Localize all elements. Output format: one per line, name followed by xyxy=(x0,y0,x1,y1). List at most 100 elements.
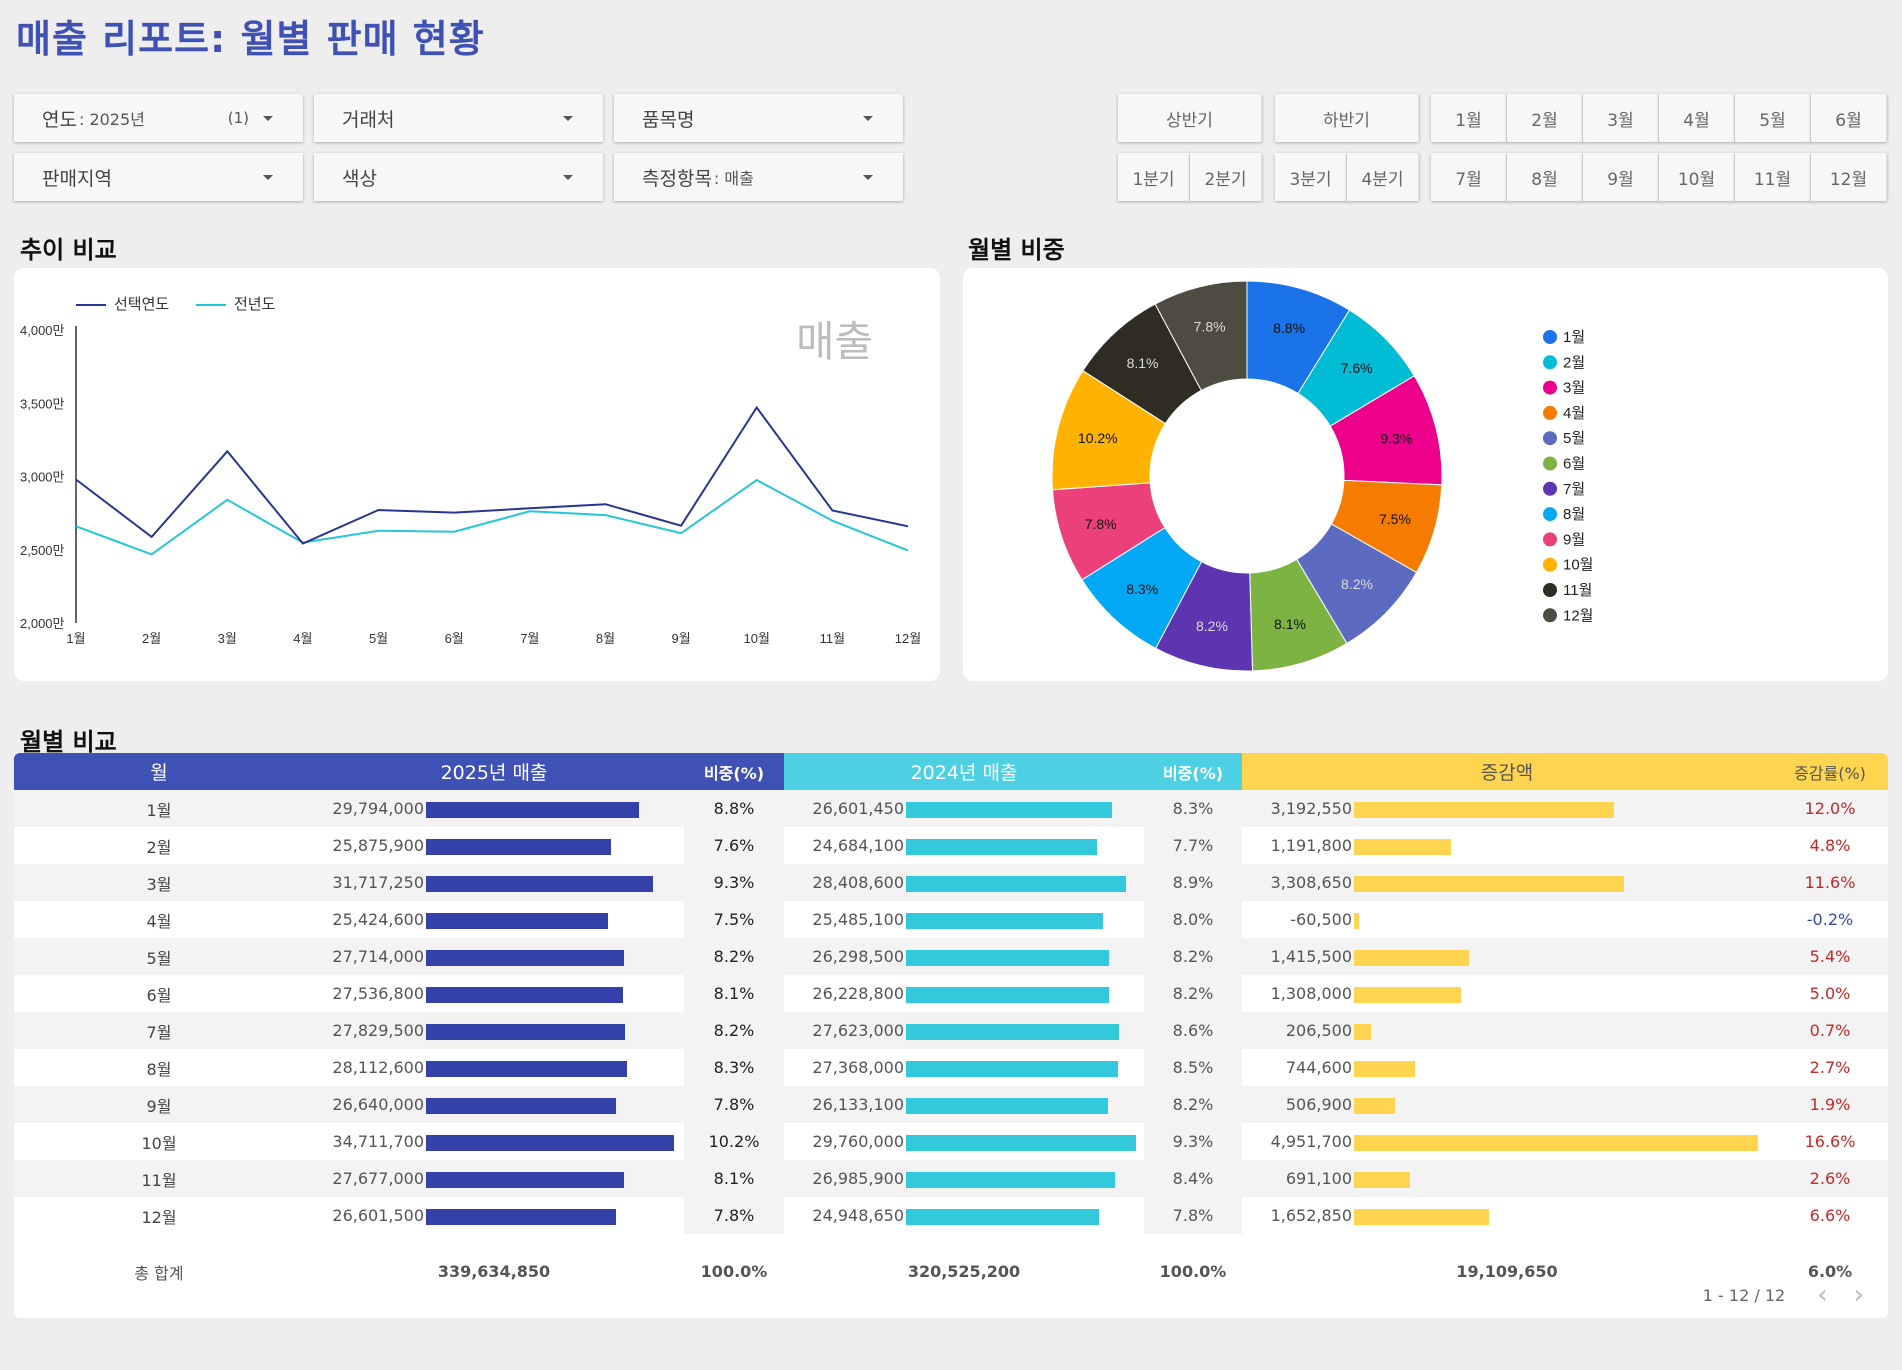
region-filter-label: 판매지역 xyxy=(42,167,112,190)
diff-bar xyxy=(1354,950,1469,966)
row-sales-2025: 26,601,500 xyxy=(332,1206,424,1225)
table-row[interactable]: 3월 31,717,250 9.3% 28,408,600 8.9% 3,308,650 1… xyxy=(14,864,1888,901)
legend-label[interactable]: 9월 xyxy=(1563,531,1585,548)
diff-bar xyxy=(1354,1172,1410,1188)
sales-2025-bar xyxy=(426,839,611,855)
legend-label[interactable]: 6월 xyxy=(1563,456,1585,473)
row-rate: 16.6% xyxy=(1804,1132,1856,1151)
table-row[interactable]: 11월 27,677,000 8.1% 26,985,900 8.4% 691,100 2.… xyxy=(14,1160,1888,1197)
legend-label[interactable]: 1월 xyxy=(1563,329,1585,346)
quarter-2-button[interactable]: 2분기 xyxy=(1190,153,1262,201)
header-sales-2025[interactable]: 2025년 매출 xyxy=(304,753,684,790)
legend-label[interactable]: 8월 xyxy=(1563,506,1585,523)
header-month[interactable]: 월 xyxy=(14,753,304,790)
row-rate: 5.4% xyxy=(1809,947,1851,966)
legend-label[interactable]: 2월 xyxy=(1563,354,1585,371)
totals-rate: 6.0% xyxy=(1807,1262,1853,1281)
row-sales-2024: 28,408,600 xyxy=(812,873,904,892)
month-10-button[interactable]: 10월 xyxy=(1659,153,1735,201)
table-row[interactable]: 8월 28,112,600 8.3% 27,368,000 8.5% 744,600 2.7… xyxy=(14,1049,1888,1086)
legend-label[interactable]: 3월 xyxy=(1563,380,1585,397)
header-sales-2024[interactable]: 2024년 매출 xyxy=(784,753,1144,790)
month-2-button[interactable]: 2월 xyxy=(1507,94,1583,142)
legend-label[interactable]: 11월 xyxy=(1563,582,1592,599)
row-diff: 3,192,550 xyxy=(1270,799,1352,818)
year-filter-dropdown[interactable]: 연도 : 2025년 (1) xyxy=(14,94,303,142)
quarter-3-button[interactable]: 3분기 xyxy=(1275,153,1347,201)
table-row[interactable]: 2월 25,875,900 7.6% 24,684,100 7.7% 1,191,800 4… xyxy=(14,827,1888,864)
row-share-2024: 7.7% xyxy=(1144,827,1242,864)
legend-label[interactable]: 12월 xyxy=(1563,607,1594,624)
table-row[interactable]: 7월 27,829,500 8.2% 27,623,000 8.6% 206,500 0.7… xyxy=(14,1012,1888,1049)
row-diff: 3,308,650 xyxy=(1270,873,1352,892)
table-row[interactable]: 10월 34,711,700 10.2% 29,760,000 9.3% 4,951,70… xyxy=(14,1123,1888,1160)
sales-2024-bar xyxy=(906,839,1097,855)
header-share-2024[interactable]: 비중(%) xyxy=(1144,753,1242,790)
client-filter-dropdown[interactable]: 거래처 xyxy=(314,94,603,142)
header-share-2025[interactable]: 비중(%) xyxy=(684,753,784,790)
month-12-button[interactable]: 12월 xyxy=(1811,153,1887,201)
x-tick-label: 6월 xyxy=(445,631,464,646)
metric-filter-dropdown[interactable]: 측정항목 : 매출 xyxy=(614,153,903,201)
chart-watermark: 매출 xyxy=(796,317,874,366)
legend-item-previous-year[interactable]: 전년도 xyxy=(195,295,275,313)
legend-label[interactable]: 5월 xyxy=(1563,430,1585,447)
row-sales-2025: 27,829,500 xyxy=(332,1021,424,1040)
row-share-2025: 8.8% xyxy=(684,790,784,827)
legend-item-selected-year[interactable]: 선택연도 xyxy=(76,295,169,313)
table-row[interactable]: 5월 27,714,000 8.2% 26,298,500 8.2% 1,415,500 5… xyxy=(14,938,1888,975)
dropdown-caret-icon xyxy=(863,115,873,121)
month-9-button[interactable]: 9월 xyxy=(1583,153,1659,201)
legend-dot-icon xyxy=(1543,507,1557,522)
quarter-4-button[interactable]: 4분기 xyxy=(1347,153,1419,201)
next-page-chevron-icon[interactable]: › xyxy=(1853,1280,1864,1310)
slice-label: 9.3% xyxy=(1380,430,1412,446)
product-filter-dropdown[interactable]: 품목명 xyxy=(614,94,903,142)
header-diff[interactable]: 증감액 xyxy=(1242,753,1772,790)
row-diff: -60,500 xyxy=(1290,910,1352,929)
row-sales-2024: 26,133,100 xyxy=(812,1095,904,1114)
month-7-button[interactable]: 7월 xyxy=(1431,153,1507,201)
totals-diff: 19,109,650 xyxy=(1456,1262,1558,1281)
table-row[interactable]: 9월 26,640,000 7.8% 26,133,100 8.2% 506,900 1.9… xyxy=(14,1086,1888,1123)
y-tick-label: 3,500만 xyxy=(20,396,65,411)
quarter-1-button[interactable]: 1분기 xyxy=(1118,153,1190,201)
second-half-button[interactable]: 하반기 xyxy=(1275,94,1419,142)
donut-slice[interactable] xyxy=(1154,280,1248,392)
month-4-button[interactable]: 4월 xyxy=(1659,94,1735,142)
color-filter-dropdown[interactable]: 색상 xyxy=(314,153,603,201)
first-half-button[interactable]: 상반기 xyxy=(1118,94,1262,142)
table-row[interactable]: 6월 27,536,800 8.1% 26,228,800 8.2% 1,308,000 5… xyxy=(14,975,1888,1012)
month-3-button[interactable]: 3월 xyxy=(1583,94,1659,142)
legend-label[interactable]: 7월 xyxy=(1563,481,1585,498)
legend-label[interactable]: 4월 xyxy=(1563,405,1585,422)
region-filter-dropdown[interactable]: 판매지역 xyxy=(14,153,303,201)
legend-label[interactable]: 10월 xyxy=(1563,557,1594,574)
x-tick-label: 8월 xyxy=(596,631,615,646)
table-row[interactable]: 1월 29,794,000 8.8% 26,601,450 8.3% 3,192,550 1… xyxy=(14,790,1888,827)
slice-label: 8.3% xyxy=(1126,581,1158,597)
row-month: 9월 xyxy=(146,1096,172,1116)
totals-share-2025: 100.0% xyxy=(700,1262,768,1281)
slice-label: 7.8% xyxy=(1085,516,1117,532)
legend-dot-icon xyxy=(1543,431,1557,446)
table-row[interactable]: 4월 25,424,600 7.5% 25,485,100 8.0% -60,500 -0.… xyxy=(14,901,1888,938)
table-row[interactable]: 12월 26,601,500 7.8% 24,948,650 7.8% 1,652,850… xyxy=(14,1197,1888,1234)
y-tick-label: 4,000만 xyxy=(20,323,65,338)
row-rate: 0.7% xyxy=(1809,1021,1851,1040)
month-5-button[interactable]: 5월 xyxy=(1735,94,1811,142)
sales-2024-bar xyxy=(906,1061,1118,1077)
month-1-button[interactable]: 1월 xyxy=(1431,94,1507,142)
row-share-2025: 8.2% xyxy=(684,1012,784,1049)
prev-page-chevron-icon[interactable]: ‹ xyxy=(1817,1280,1828,1310)
month-6-button[interactable]: 6월 xyxy=(1811,94,1887,142)
sales-2024-bar xyxy=(906,1209,1099,1225)
sales-2024-bar xyxy=(906,987,1109,1003)
month-11-button[interactable]: 11월 xyxy=(1735,153,1811,201)
month-8-button[interactable]: 8월 xyxy=(1507,153,1583,201)
header-rate[interactable]: 증감률(%) xyxy=(1772,753,1888,790)
pagination-label: 1 - 12 / 12 xyxy=(1702,1285,1786,1305)
row-diff: 4,951,700 xyxy=(1270,1132,1352,1151)
legend-dot-icon xyxy=(1543,481,1557,496)
row-share-2025: 8.2% xyxy=(684,938,784,975)
